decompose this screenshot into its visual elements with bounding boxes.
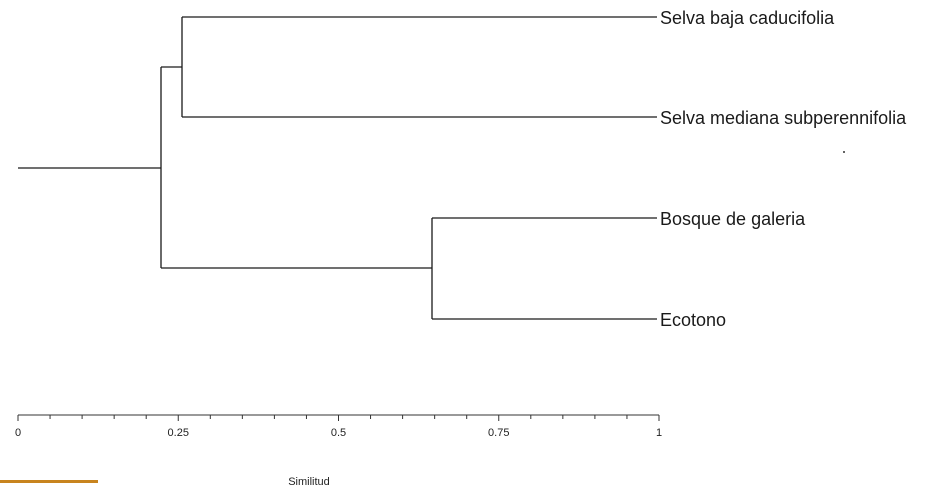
similarity-axis: 0 0.25 0.5 0.75 1 — [15, 414, 662, 439]
tick-label: 0.5 — [331, 427, 346, 439]
leaf-label-ecotono: Ecotono — [660, 310, 726, 330]
tick-label: 0 — [15, 427, 21, 439]
tick-label: 0.75 — [488, 427, 509, 439]
stray-dot — [843, 151, 845, 153]
accent-bar — [0, 480, 98, 483]
leaf-label-selva-baja: Selva baja caducifolia — [660, 8, 835, 28]
tick-label: 1 — [656, 427, 662, 439]
tick-label: 0.25 — [168, 427, 189, 439]
leaf-label-bosque: Bosque de galeria — [660, 209, 806, 229]
axis-title: Similitud — [288, 476, 330, 488]
leaf-label-selva-mediana: Selva mediana subperennifolia — [660, 108, 907, 128]
